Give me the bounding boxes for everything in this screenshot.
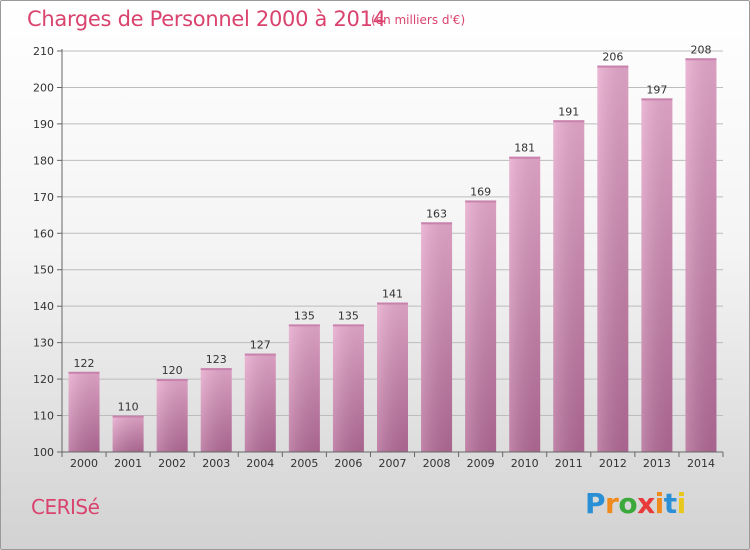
bar-top-edge (244, 353, 276, 356)
y-tick-label: 110 (33, 410, 54, 423)
x-tick-label: 2006 (334, 457, 362, 470)
bar-top-edge (685, 58, 717, 61)
proxiti-logo: Proxiti (585, 487, 686, 520)
bar-shade (597, 65, 629, 452)
y-tick-label: 160 (33, 227, 54, 240)
data-label: 122 (74, 357, 95, 370)
bar-top-edge (597, 65, 629, 68)
bar-top-edge (421, 222, 453, 225)
y-tick-label: 200 (33, 81, 54, 94)
y-tick-label: 130 (33, 337, 54, 350)
bar-top-edge (465, 200, 497, 203)
x-tick-label: 2007 (379, 457, 407, 470)
bars: 122 110 120 123 127 135 135 141 163 169 181 191 206 1… (68, 43, 717, 453)
bar-top-edge (377, 302, 408, 305)
bar-shade (553, 120, 585, 452)
bar-shade (641, 98, 673, 453)
y-tick-label: 120 (33, 373, 54, 386)
y-tick-label: 140 (33, 300, 54, 313)
bar-shade (288, 324, 320, 452)
bar-top-edge (332, 324, 364, 327)
bar-top-edge (200, 368, 232, 371)
x-tick-label: 2014 (687, 457, 715, 470)
x-tick-label: 2001 (114, 457, 142, 470)
commune-name: CERISé (31, 495, 100, 519)
data-label: 110 (118, 401, 139, 414)
bar-top-edge (156, 379, 188, 382)
data-label: 191 (558, 105, 579, 118)
x-tick-label: 2005 (290, 457, 318, 470)
x-tick-label: 2008 (423, 457, 451, 470)
bar-shade (68, 371, 100, 452)
data-label: 197 (646, 83, 667, 96)
x-tick-label: 2010 (511, 457, 539, 470)
bar-top-edge (509, 156, 541, 159)
unit-label: (en milliers d'€) (371, 13, 466, 27)
bar-shade (244, 353, 276, 452)
bar-top-edge (68, 371, 100, 374)
data-label: 169 (470, 185, 491, 198)
y-tick-label: 210 (33, 45, 54, 58)
data-label: 141 (382, 288, 403, 301)
x-tick-label: 2002 (158, 457, 186, 470)
x-tick-label: 2009 (467, 457, 495, 470)
axes: 100 110 120 130 140 150 160 170 180 190 200 210 2000… (33, 45, 724, 470)
bar-top-edge (288, 324, 320, 327)
y-tick-label: 100 (33, 446, 54, 459)
bar-shade (377, 302, 408, 452)
data-label: 181 (514, 142, 535, 155)
bar-shade (465, 200, 497, 452)
bar-top-edge (641, 98, 673, 101)
bar-top-edge (112, 415, 144, 418)
bar-shade (156, 379, 188, 452)
data-label: 135 (338, 309, 359, 322)
data-label: 120 (162, 364, 183, 377)
x-tick-label: 2000 (70, 457, 98, 470)
x-tick-label: 2003 (202, 457, 230, 470)
chart-title: Charges de Personnel 2000 à 2014 (27, 7, 386, 31)
x-tick-label: 2004 (246, 457, 274, 470)
bar-shade (112, 415, 144, 452)
bar-shade (509, 156, 541, 452)
data-label: 123 (206, 353, 227, 366)
data-label: 163 (426, 207, 447, 220)
y-tick-label: 190 (33, 118, 54, 131)
data-label: 135 (294, 309, 315, 322)
x-tick-label: 2013 (643, 457, 671, 470)
data-label: 127 (250, 339, 271, 352)
y-tick-label: 170 (33, 191, 54, 204)
y-tick-label: 150 (33, 264, 54, 277)
bar-shade (685, 58, 717, 453)
data-label: 208 (690, 43, 711, 56)
bar-shade (200, 368, 232, 452)
x-tick-label: 2011 (555, 457, 583, 470)
bar-top-edge (553, 120, 585, 123)
y-tick-label: 180 (33, 154, 54, 167)
x-tick-label: 2012 (599, 457, 627, 470)
data-label: 206 (602, 51, 623, 64)
bar-shade (332, 324, 364, 452)
bar-shade (421, 222, 453, 452)
